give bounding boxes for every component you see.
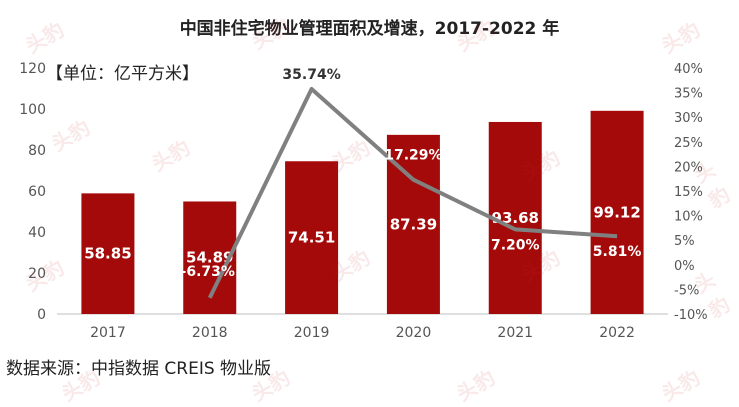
bar-value-label: 74.51: [288, 229, 335, 247]
right-tick-label: 15%: [674, 185, 703, 200]
right-tick-label: 25%: [674, 136, 703, 151]
source-note: 数据来源：中指数据 CREIS 物业版: [6, 359, 272, 379]
left-tick-label: 40: [28, 225, 46, 241]
bar-value-label: 58.85: [84, 245, 131, 263]
bar-value-label: 87.39: [390, 215, 437, 233]
left-tick-label: 20: [28, 266, 46, 282]
x-tick-label: 2022: [599, 325, 635, 341]
left-tick-label: 60: [28, 184, 46, 200]
growth-value-label: 7.20%: [491, 237, 540, 253]
unit-label: 【单位：亿平方米】: [46, 64, 199, 84]
chart-title: 中国非住宅物业管理面积及增速，2017-2022 年: [179, 19, 560, 39]
left-tick-label: 100: [19, 102, 46, 118]
right-tick-label: -5%: [674, 283, 699, 298]
bar-value-label: 54.89: [186, 249, 233, 267]
growth-value-label: 35.74%: [282, 67, 340, 83]
x-tick-label: 2018: [192, 325, 228, 341]
bar: [488, 121, 542, 315]
right-tick-label: -10%: [674, 308, 708, 323]
right-tick-label: 5%: [674, 234, 695, 249]
left-tick-label: 80: [28, 143, 46, 159]
bar-value-label: 99.12: [593, 203, 640, 221]
bar: [590, 110, 644, 314]
x-tick-label: 2021: [497, 325, 533, 341]
left-tick-label: 120: [19, 61, 46, 77]
bar: [81, 193, 135, 314]
right-tick-label: 30%: [674, 111, 703, 126]
right-tick-label: 40%: [674, 62, 703, 77]
left-tick-label: 0: [37, 307, 46, 323]
x-tick-label: 2020: [396, 325, 432, 341]
x-tick-label: 2017: [90, 325, 126, 341]
right-tick-label: 20%: [674, 160, 703, 175]
growth-value-label: 17.29%: [384, 148, 442, 164]
right-tick-label: 35%: [674, 87, 703, 102]
bar: [285, 161, 339, 314]
bar-value-label: 93.68: [492, 209, 539, 227]
growth-value-label: 5.81%: [593, 244, 642, 260]
growth-value-label: -6.73%: [181, 264, 235, 280]
growth-line: [207, 86, 618, 299]
x-tick-label: 2019: [294, 325, 330, 341]
right-tick-label: 0%: [674, 259, 695, 274]
right-tick-label: 10%: [674, 210, 703, 225]
